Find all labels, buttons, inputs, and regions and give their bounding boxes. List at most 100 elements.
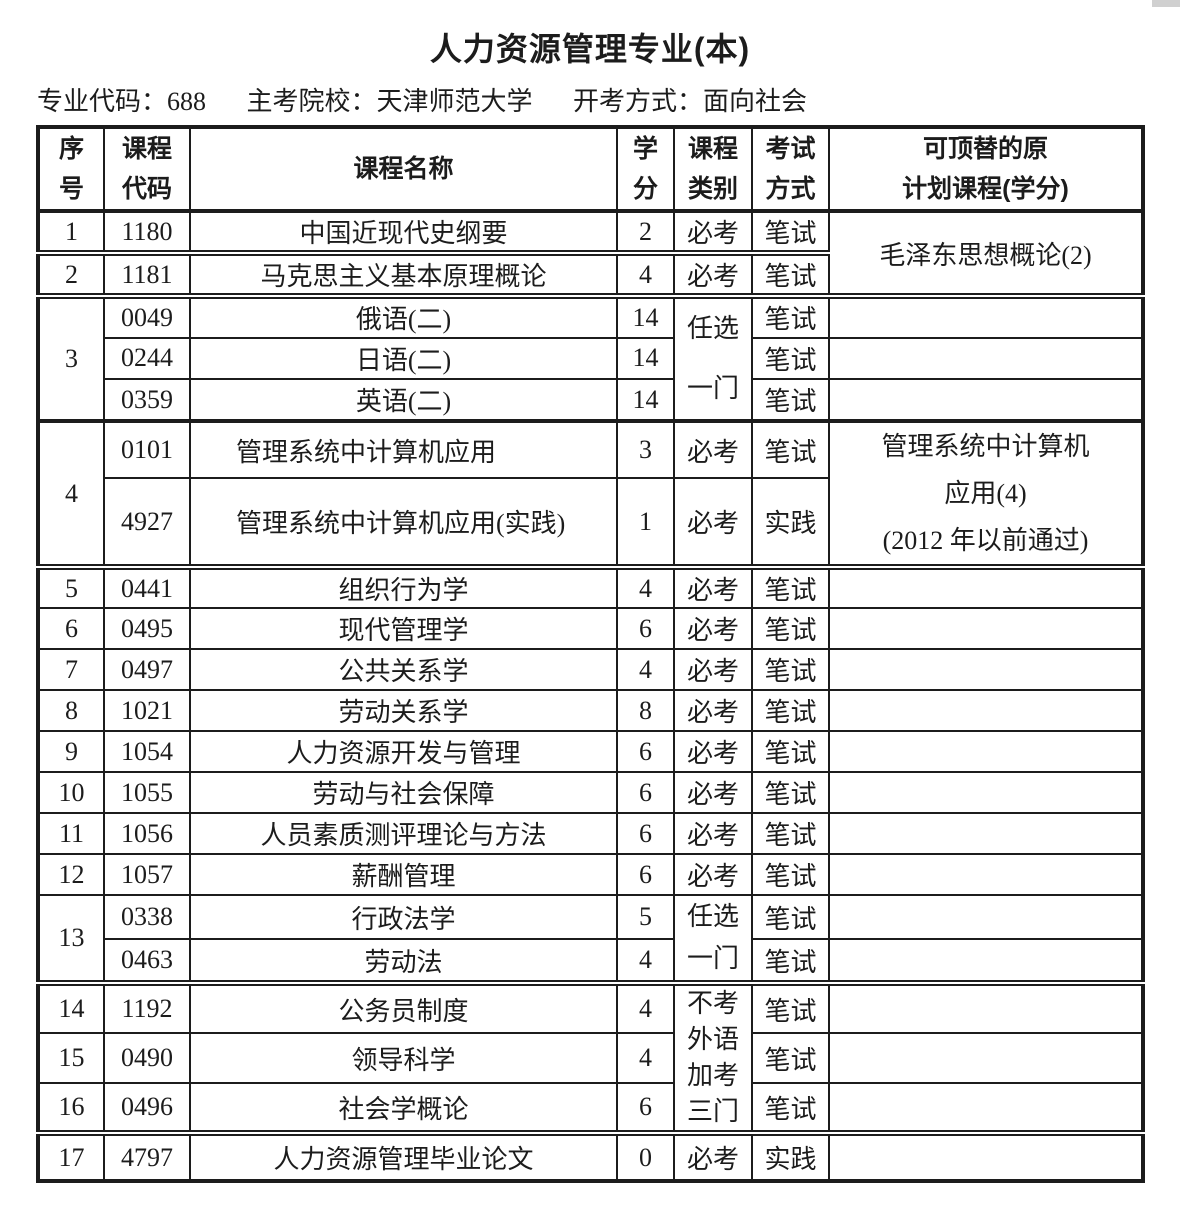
cell-exam-method: 笔试 xyxy=(751,894,830,940)
cell-replacement xyxy=(828,1032,1144,1084)
cell-course-code: 0338 xyxy=(103,894,191,940)
cell-course-name: 现代管理学 xyxy=(189,607,618,650)
cell-seq: 4 xyxy=(37,419,105,568)
cell-course-code: 0490 xyxy=(103,1032,191,1084)
cell-exam-method: 笔试 xyxy=(751,689,830,732)
cell-course-code: 0049 xyxy=(103,293,191,339)
cell-exam-method: 实践 xyxy=(751,1130,830,1182)
cell-course-name: 马克思主义基本原理概论 xyxy=(189,250,618,297)
cell-seq: 14 xyxy=(37,980,105,1034)
cell-seq: 11 xyxy=(37,812,105,855)
cell-course-type: 任选 一门 xyxy=(673,894,753,984)
table-row: 4 0101 管理系统中计算机应用 3 必考 笔试 管理系统中计算机 应用(4) (2012 年… xyxy=(37,418,1144,568)
table-row: 12 1057 薪酬管理 6 必考 笔试 xyxy=(37,853,1144,896)
meta-major-code: 专业代码：688 xyxy=(37,87,207,116)
cell-course-name: 英语(二) xyxy=(189,378,618,422)
header-line: 方式 xyxy=(765,175,816,203)
cell-course-code: 0495 xyxy=(103,607,191,650)
cell-exam-method: 笔试 xyxy=(751,1082,830,1134)
cell-course-name: 社会学概论 xyxy=(189,1082,618,1134)
cell-replacement xyxy=(828,771,1144,814)
course-table: 序号课程 代码 课程名称学分课程 类别 考试 方式 可顶替的原 计划课程(学分) 1 1180 中… xyxy=(36,125,1145,1183)
cell-credits: 6 xyxy=(616,1082,675,1134)
cell-course-code: 1192 xyxy=(103,980,191,1034)
cell-credits: 6 xyxy=(616,771,675,814)
cell-course-name: 组织行为学 xyxy=(189,564,618,609)
cell-course-name: 人员素质测评理论与方法 xyxy=(189,812,618,855)
cell-course-code: 1180 xyxy=(103,209,191,254)
cell-line: (2012 年以前通过) xyxy=(882,526,1089,555)
cell-seq: 9 xyxy=(37,730,105,773)
header-line: 号 xyxy=(58,175,84,203)
header-replacement: 可顶替的原 计划课程(学分) xyxy=(828,126,1144,212)
table-row: 13 0338 行政法学 5 任选 一门 笔试 xyxy=(37,894,1144,984)
table-row: 8 1021 劳动关系学 8 必考 笔试 xyxy=(37,689,1144,732)
cell-course-name: 管理系统中计算机应用(实践) xyxy=(189,477,618,568)
cell-replacement: 毛泽东思想概论(2) xyxy=(828,209,1144,297)
cell-seq: 12 xyxy=(37,853,105,896)
cell-credits: 6 xyxy=(616,812,675,855)
meta-line: 专业代码：688 主考院校：天津师范大学 开考方式：面向社会 xyxy=(37,81,807,118)
cell-credits: 4 xyxy=(616,564,675,609)
header-line: 计划课程(学分) xyxy=(902,175,1069,203)
header-line: 类别 xyxy=(687,175,738,203)
cell-credits: 6 xyxy=(616,607,675,650)
cell-replacement xyxy=(828,938,1144,984)
cell-course-code: 4797 xyxy=(103,1130,191,1182)
header-exam-method: 考试 方式 xyxy=(751,126,830,212)
cell-replacement xyxy=(828,607,1144,650)
cell-course-type: 必考 xyxy=(673,648,753,691)
cell-exam-method: 笔试 xyxy=(751,812,830,855)
header-line: 考试 xyxy=(765,135,816,163)
cell-credits: 6 xyxy=(616,730,675,773)
cell-exam-method: 笔试 xyxy=(751,980,830,1034)
cell-replacement xyxy=(828,730,1144,773)
table-row: 2 1181 马克思主义基本原理概论 4 必考 笔试 xyxy=(37,250,1143,297)
header-line: 课程名称 xyxy=(353,155,454,183)
header-line: 序 xyxy=(58,135,84,163)
cell-exam-method: 笔试 xyxy=(751,648,830,691)
table-row: 14 1192 公务员制度 4 不考 外语 加考 三门 笔试 xyxy=(37,980,1144,1134)
cell-exam-method: 笔试 xyxy=(751,607,830,650)
table-row: 0463 劳动法 4 笔试 xyxy=(38,938,1144,984)
cell-course-type: 必考 xyxy=(673,250,753,297)
cell-exam-method: 笔试 xyxy=(751,336,830,381)
table-row: 0359 英语(二) 14 笔试 xyxy=(38,378,1144,422)
cell-credits: 6 xyxy=(616,853,675,896)
header-line: 课程 xyxy=(687,135,738,163)
cell-line: 任选 xyxy=(686,902,739,931)
cell-course-code: 0244 xyxy=(103,336,191,381)
cell-exam-method: 笔试 xyxy=(751,853,830,896)
cell-course-type: 必考 xyxy=(673,418,753,480)
header-line: 课程 xyxy=(121,135,172,163)
cell-course-type: 必考 xyxy=(673,607,753,650)
cell-credits: 4 xyxy=(616,648,675,691)
cell-credits: 3 xyxy=(616,418,675,480)
cell-seq: 8 xyxy=(37,689,105,732)
cell-credits: 4 xyxy=(616,980,675,1034)
header-course-name: 课程名称 xyxy=(189,126,618,212)
scan-artifact-mark xyxy=(1152,0,1180,7)
header-seq: 序号 xyxy=(37,126,105,212)
cell-course-name: 劳动关系学 xyxy=(189,689,618,732)
cell-course-name: 俄语(二) xyxy=(189,293,618,339)
page-title: 人力资源管理专业(本) xyxy=(429,31,751,67)
cell-credits: 4 xyxy=(616,1032,675,1084)
table-row: 10 1055 劳动与社会保障 6 必考 笔试 xyxy=(37,771,1144,814)
cell-exam-method: 笔试 xyxy=(751,1032,830,1084)
cell-exam-method: 笔试 xyxy=(751,730,830,773)
meta-exam-mode: 开考方式：面向社会 xyxy=(573,87,808,116)
cell-course-code: 0497 xyxy=(103,648,191,691)
table-row: 16 0496 社会学概论 6 笔试 xyxy=(37,1082,1144,1134)
header-line: 分 xyxy=(632,175,658,203)
cell-course-name: 公务员制度 xyxy=(189,980,618,1034)
cell-credits: 14 xyxy=(616,293,675,339)
cell-seq: 7 xyxy=(37,648,105,691)
table-row: 17 4797 人力资源管理毕业论文 0 必考 实践 xyxy=(37,1130,1144,1182)
cell-replacement: 管理系统中计算机 应用(4) (2012 年以前通过) xyxy=(828,419,1144,568)
header-row: 序号课程 代码 课程名称学分课程 类别 考试 方式 可顶替的原 计划课程(学分) xyxy=(37,126,1144,212)
cell-credits: 0 xyxy=(616,1130,675,1182)
cell-line: 三门 xyxy=(686,1097,739,1126)
table-header: 序号课程 代码 课程名称学分课程 类别 考试 方式 可顶替的原 计划课程(学分) xyxy=(37,126,1144,212)
cell-course-type: 必考 xyxy=(673,771,753,814)
